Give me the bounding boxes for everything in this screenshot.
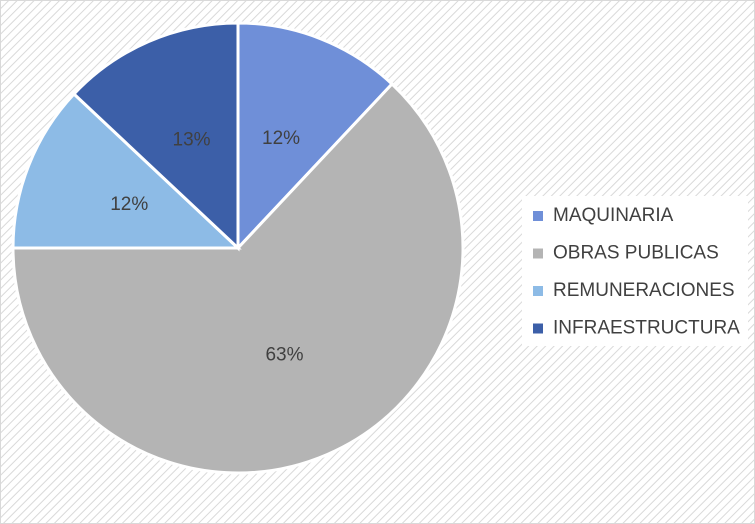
legend-swatch (533, 248, 543, 259)
data-label: 12% (110, 194, 148, 215)
data-label: 63% (265, 344, 303, 365)
pie-slice (71, 21, 240, 252)
legend-box (522, 196, 748, 346)
legend-label: OBRAS PUBLICAS (553, 243, 719, 264)
data-label: 13% (173, 130, 211, 151)
legend-swatch (533, 286, 543, 296)
legend-swatch (533, 211, 543, 221)
legend-label: REMUNERACIONES (553, 280, 735, 301)
legend-label: MAQUINARIA (553, 205, 674, 226)
data-label: 12% (262, 128, 300, 149)
legend-swatch (533, 323, 543, 334)
legend-label: INFRAESTRUCTURA (553, 318, 740, 339)
pie-slice (236, 21, 395, 252)
pie-slice (11, 91, 242, 250)
pie-slice (11, 81, 465, 475)
